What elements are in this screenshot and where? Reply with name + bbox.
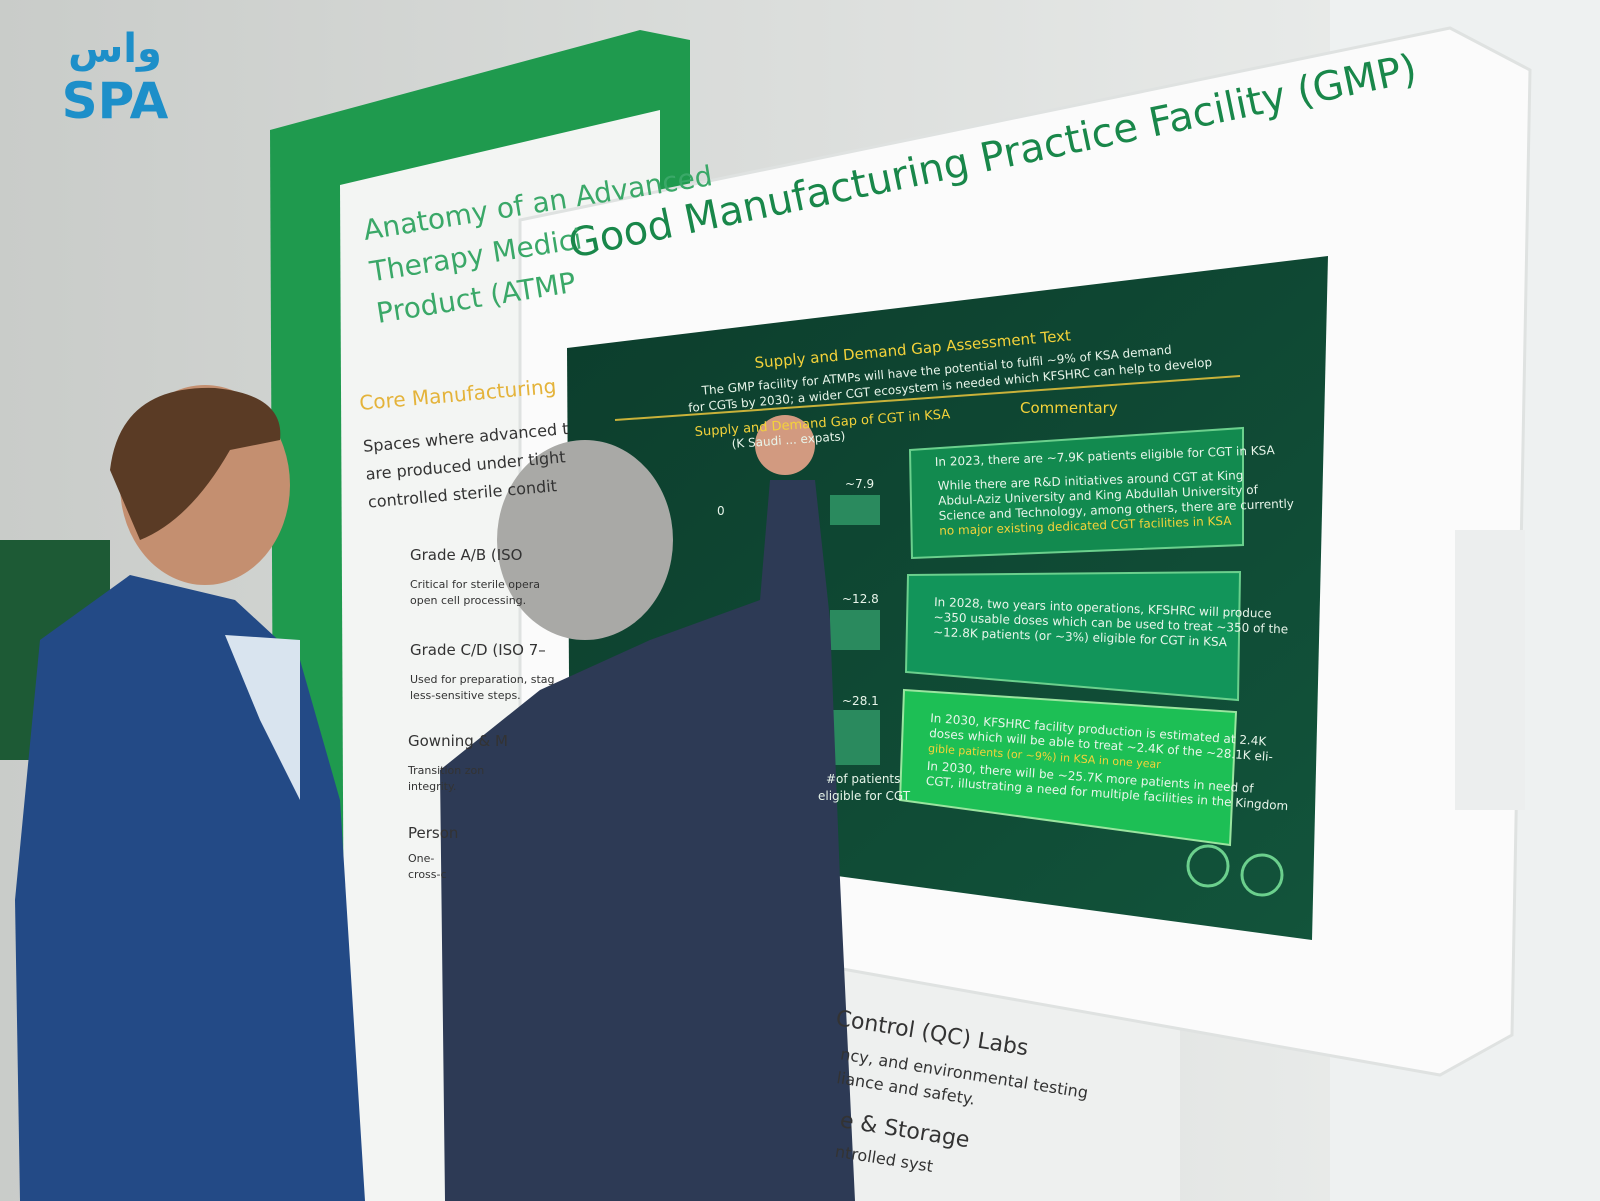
item-name: Grade A/B (ISO xyxy=(410,546,522,564)
commentary-title: Commentary xyxy=(1020,399,1118,417)
chart-label: ~12.8 xyxy=(842,592,879,606)
item-text: Transition zon xyxy=(407,764,484,777)
commentary-box xyxy=(898,688,1238,847)
man-right-suit xyxy=(440,480,855,1201)
item-text: open cell processing. xyxy=(410,594,526,607)
axis-label: #of patients xyxy=(826,772,900,786)
next-button xyxy=(1240,853,1284,897)
kiosk-side xyxy=(1455,530,1525,810)
item-text: less-sensitive steps. xyxy=(410,689,521,702)
axis-label: eligible for CGT xyxy=(818,789,911,803)
lower-panel xyxy=(770,960,1180,1201)
divider xyxy=(614,375,1241,421)
bar-shape xyxy=(830,610,880,650)
man-right-head xyxy=(497,440,673,640)
item-name: Person xyxy=(408,824,458,842)
item-text: cross-c xyxy=(408,868,447,881)
item-text: Critical for sterile opera xyxy=(410,578,540,591)
item-text: One- xyxy=(408,852,434,865)
item-name: Gowning & M xyxy=(408,732,508,750)
man-left-hair xyxy=(110,387,281,540)
commentary-box xyxy=(904,570,1242,702)
item-text: Used for preparation, stag xyxy=(410,673,555,686)
man-right-hand xyxy=(755,415,815,475)
bar-shape xyxy=(830,710,880,765)
chart-label: 0 xyxy=(717,504,725,518)
chart-label: ~28.1 xyxy=(842,694,879,708)
logo-latin: SPA xyxy=(62,72,169,130)
man-left-shirt xyxy=(225,635,300,800)
item-name: Grade C/D (ISO 7– xyxy=(410,641,546,659)
bar-shape xyxy=(830,495,880,525)
logo-arabic: واس xyxy=(68,26,162,72)
item-text: integrity. xyxy=(408,780,456,793)
commentary-box xyxy=(908,426,1244,560)
prev-button xyxy=(1186,844,1230,888)
chart-label: ~7.9 xyxy=(845,477,874,491)
